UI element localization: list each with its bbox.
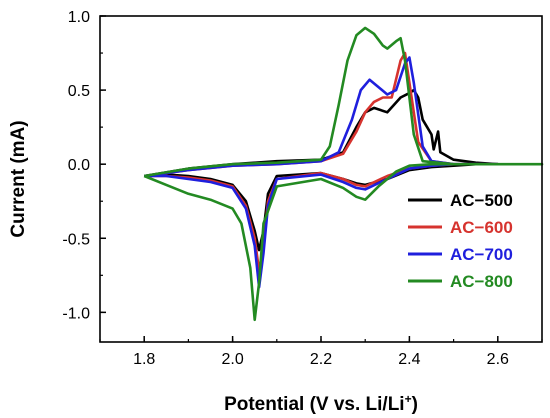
series-layer [143, 26, 544, 322]
x-tick-label: 2.0 [221, 351, 243, 368]
y-tick-label: 0.0 [68, 157, 90, 174]
x-tick-label: 2.2 [310, 351, 332, 368]
x-tick-label: 1.8 [133, 351, 155, 368]
y-tick-label: -1.0 [62, 305, 90, 322]
x-axis-label-main: Potential (V vs. Li/Li [224, 394, 405, 415]
legend: AC−500 AC−600 AC−700 AC−800 [408, 191, 513, 291]
legend-label-0: AC−500 [450, 191, 513, 210]
y-tick-label: -0.5 [62, 231, 90, 248]
x-axis-label: Potential (V vs. Li/Li+) [224, 392, 418, 415]
legend-label-2: AC−700 [450, 245, 513, 264]
legend-label-3: AC−800 [450, 272, 513, 291]
x-tick-label: 2.4 [398, 351, 420, 368]
y-tick-label: 1.0 [68, 9, 90, 26]
x-axis-label-sup: + [405, 392, 412, 406]
y-tick-label: 0.5 [68, 83, 90, 100]
series-line-3 [143, 26, 544, 322]
ticks-layer: 1.8 2.0 2.2 2.4 2.6 -1.0 -0.5 0.0 0.5 1.0 [62, 9, 543, 368]
x-tick-label: 2.6 [487, 351, 509, 368]
legend-label-1: AC−600 [450, 218, 513, 237]
x-axis-label-end: ) [412, 394, 418, 415]
y-axis-label: Current (mA) [8, 120, 29, 237]
